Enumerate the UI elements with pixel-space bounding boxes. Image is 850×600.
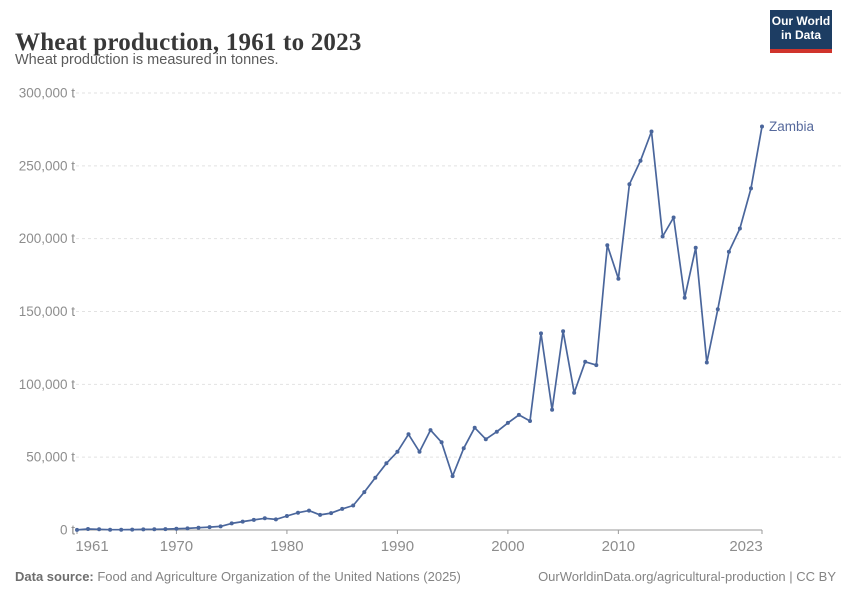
data-point (649, 129, 654, 134)
data-point (351, 503, 356, 508)
data-point (395, 449, 400, 454)
chart-subtitle: Wheat production is measured in tonnes. (15, 52, 279, 68)
data-point (307, 508, 311, 513)
data-point (141, 527, 146, 532)
data-point (296, 510, 300, 515)
x-tick-label: 1970 (160, 538, 193, 555)
data-point (627, 182, 632, 187)
data-point (273, 517, 278, 522)
data-point (461, 446, 466, 451)
data-point (417, 449, 422, 454)
data-point (638, 158, 643, 163)
data-point (539, 331, 543, 336)
data-point (163, 527, 168, 532)
data-source-text: Food and Agriculture Organization of the… (93, 569, 461, 584)
data-point (108, 527, 113, 532)
y-tick-label: 200,000 t (19, 231, 76, 246)
data-point (251, 517, 256, 522)
data-point (450, 474, 455, 479)
chart-title: Wheat production, 1961 to 2023 (15, 28, 362, 56)
data-point (737, 226, 742, 231)
owid-logo-line2: in Data (780, 28, 821, 42)
data-point (528, 419, 532, 423)
data-point (561, 329, 566, 334)
y-tick-label: 100,000 t (19, 377, 76, 392)
data-point (572, 390, 577, 395)
data-point (97, 527, 102, 532)
data-point (340, 506, 345, 511)
data-point (483, 437, 488, 442)
data-point (229, 521, 234, 526)
data-point (196, 525, 201, 530)
data-point (240, 519, 245, 524)
data-point (218, 524, 223, 529)
data-point (749, 186, 753, 191)
x-tick-label: 1961 (75, 538, 108, 555)
data-point (152, 527, 157, 532)
data-point (119, 527, 124, 532)
data-point (472, 425, 477, 430)
x-tick-label: 2023 (729, 538, 762, 555)
series-line (76, 126, 763, 531)
data-point (704, 360, 709, 365)
data-point (616, 276, 621, 281)
x-tick-label: 1980 (270, 538, 303, 555)
x-tick-label: 2010 (602, 538, 635, 555)
data-point (406, 432, 411, 437)
data-point (660, 234, 665, 239)
data-point (583, 359, 588, 364)
y-tick-label: 50,000 t (26, 450, 75, 465)
data-point (494, 429, 499, 434)
data-point (75, 527, 79, 532)
owid-logo-line1: Our World (771, 14, 831, 28)
data-point (439, 440, 444, 445)
data-point (693, 245, 698, 250)
data-point (428, 428, 433, 433)
data-point (594, 363, 599, 368)
data-point (671, 215, 676, 220)
entity-label: Zambia (769, 119, 815, 134)
data-point (329, 511, 334, 516)
data-point (605, 243, 610, 248)
data-point (516, 412, 521, 417)
data-point (130, 527, 135, 532)
data-point (384, 461, 389, 466)
data-point (262, 516, 267, 521)
data-point (505, 420, 510, 425)
data-point (373, 475, 378, 480)
y-tick-label: 250,000 t (19, 158, 76, 173)
data-point (715, 307, 720, 312)
data-point (682, 295, 687, 300)
credit-link[interactable]: OurWorldinData.org/agricultural-producti… (538, 569, 836, 584)
data-point (550, 407, 555, 412)
owid-logo[interactable]: Our World in Data (770, 10, 832, 53)
y-tick-label: 300,000 t (19, 86, 76, 101)
x-tick-label: 1990 (381, 538, 414, 555)
data-point (174, 526, 179, 531)
data-point (185, 526, 190, 531)
data-point (760, 124, 764, 129)
data-point (207, 525, 212, 530)
data-point (726, 249, 731, 254)
data-point (318, 512, 323, 517)
y-tick-label: 0 t (60, 523, 75, 538)
x-tick-label: 2000 (491, 538, 524, 555)
data-source-note: Data source: Food and Agriculture Organi… (15, 569, 461, 584)
y-tick-label: 150,000 t (19, 304, 76, 319)
data-point (86, 527, 90, 531)
data-point (284, 514, 289, 518)
data-point (362, 490, 367, 495)
data-source-label: Data source: (15, 569, 94, 584)
